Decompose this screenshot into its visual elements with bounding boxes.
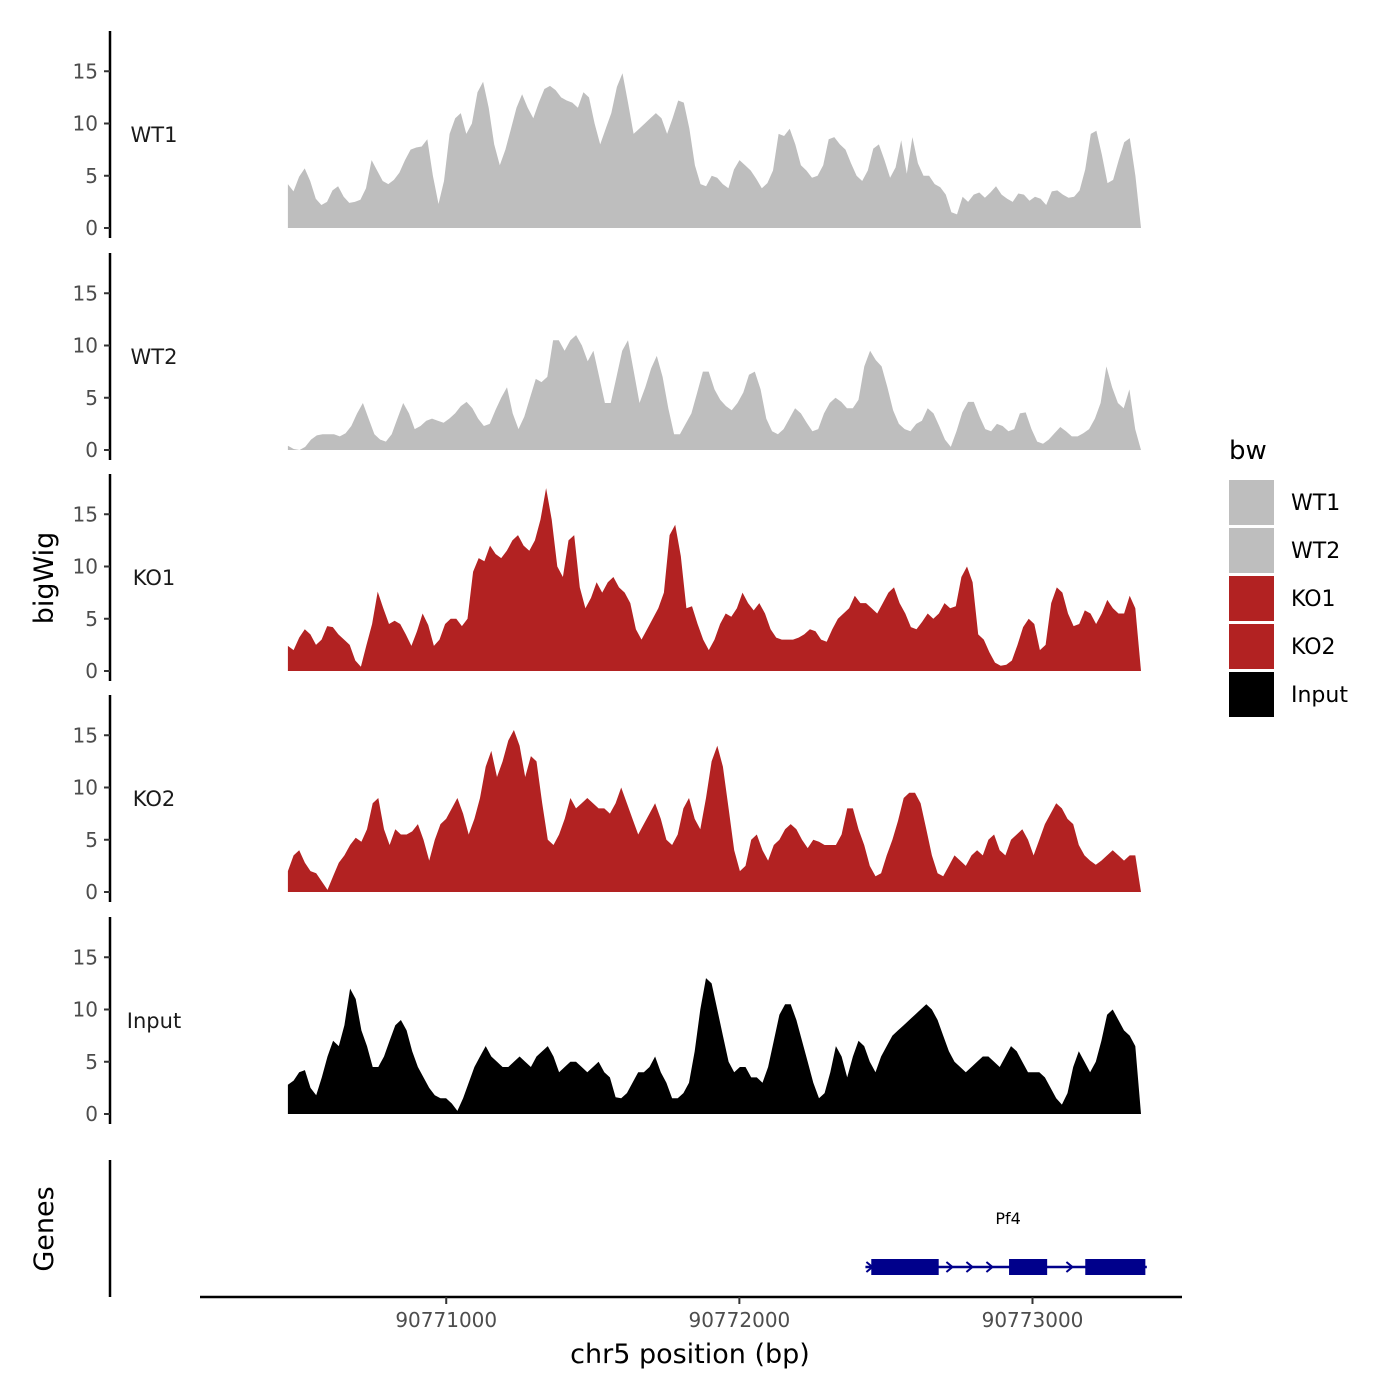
track-label-wt2: WT2	[131, 345, 178, 369]
legend-title: bw	[1229, 436, 1267, 466]
y-tick-label: 10	[73, 555, 98, 579]
track-wt2: 0 5 10 15 WT2	[73, 253, 1141, 462]
legend-label: WT1	[1291, 491, 1340, 516]
y-tick-label: 5	[85, 607, 98, 631]
legend-item-wt2: WT2	[1229, 528, 1340, 573]
y-tick-label: 5	[85, 386, 98, 410]
strand-arrow	[945, 1261, 954, 1273]
track-ko1: 0 5 10 15 KO1	[73, 474, 1141, 683]
legend-item-input: Input	[1229, 672, 1348, 717]
y-tick-label: 15	[73, 502, 98, 526]
legend-label: WT2	[1291, 539, 1340, 564]
y-tick-label: 0	[85, 216, 98, 240]
y-tick-label: 10	[73, 112, 98, 136]
y-tick-label: 5	[85, 828, 98, 852]
y-tick-label: 15	[73, 59, 98, 83]
y-tick-label: 15	[73, 945, 98, 969]
genes-track: Pf4	[108, 1160, 1147, 1297]
legend-swatch	[1229, 480, 1274, 525]
y-tick-label: 5	[85, 1050, 98, 1074]
track-input: 0 5 10 15 Input	[73, 917, 1141, 1126]
x-axis-title: chr5 position (bp)	[570, 1339, 810, 1370]
x-tick-label: 90773000	[982, 1308, 1084, 1332]
track-wt1: 0 5 10 15 WT1	[73, 31, 1141, 240]
y-tick-label: 15	[73, 723, 98, 747]
track-ko2: 0 5 10 15 KO2	[73, 695, 1141, 904]
y-tick-label: 10	[73, 776, 98, 800]
gene-exon	[1085, 1259, 1146, 1275]
y-tick-label: 15	[73, 281, 98, 305]
legend-label: KO2	[1291, 635, 1336, 660]
y-tick-label: 0	[85, 438, 98, 462]
legend-label: Input	[1291, 683, 1348, 708]
gene-exon	[871, 1259, 939, 1275]
coverage-area-ko2	[287, 730, 1141, 892]
gene-exon	[1009, 1259, 1048, 1275]
y-tick-label: 0	[85, 659, 98, 683]
y-tick-label: 0	[85, 1102, 98, 1126]
strand-arrow	[965, 1261, 974, 1273]
legend-label: KO1	[1291, 587, 1336, 612]
y-tick-label: 10	[73, 334, 98, 358]
coverage-tracks: 0 5 10 15 WT1 0 5 10 15 WT2 0 5 10 15 KO1 0 5 10 15 KO2 0 5 10…	[73, 31, 1141, 1126]
x-tick-label: 90771000	[395, 1308, 497, 1332]
gene-label: Pf4	[995, 1209, 1020, 1228]
coverage-area-ko1	[287, 488, 1141, 671]
legend-item-ko2: KO2	[1229, 624, 1336, 669]
legend-item-ko1: KO1	[1229, 576, 1336, 621]
y-axis-title: bigWig	[29, 532, 60, 625]
legend-swatch	[1229, 624, 1274, 669]
gene-pf4: Pf4	[865, 1209, 1147, 1275]
y-tick-label: 0	[85, 880, 98, 904]
coverage-area-wt2	[287, 335, 1141, 450]
track-label-ko2: KO2	[133, 787, 176, 811]
y-tick-label: 5	[85, 164, 98, 188]
genes-axis-title: Genes	[29, 1186, 60, 1271]
legend-swatch	[1229, 576, 1274, 621]
y-tick-label: 10	[73, 998, 98, 1022]
strand-arrow	[985, 1261, 994, 1273]
coverage-area-input	[287, 978, 1141, 1114]
x-tick-label: 90772000	[688, 1308, 790, 1332]
legend-swatch	[1229, 528, 1274, 573]
track-label-input: Input	[127, 1009, 181, 1033]
track-label-wt1: WT1	[131, 123, 178, 147]
strand-arrow	[1065, 1261, 1074, 1273]
coverage-area-wt1	[287, 73, 1141, 228]
x-axis: 90771000 90772000 90773000	[200, 1295, 1182, 1332]
legend-swatch	[1229, 672, 1274, 717]
legend: bw WT1 WT2 KO1 KO2 Input	[1229, 436, 1348, 717]
legend-item-wt1: WT1	[1229, 480, 1340, 525]
track-label-ko1: KO1	[133, 566, 176, 590]
